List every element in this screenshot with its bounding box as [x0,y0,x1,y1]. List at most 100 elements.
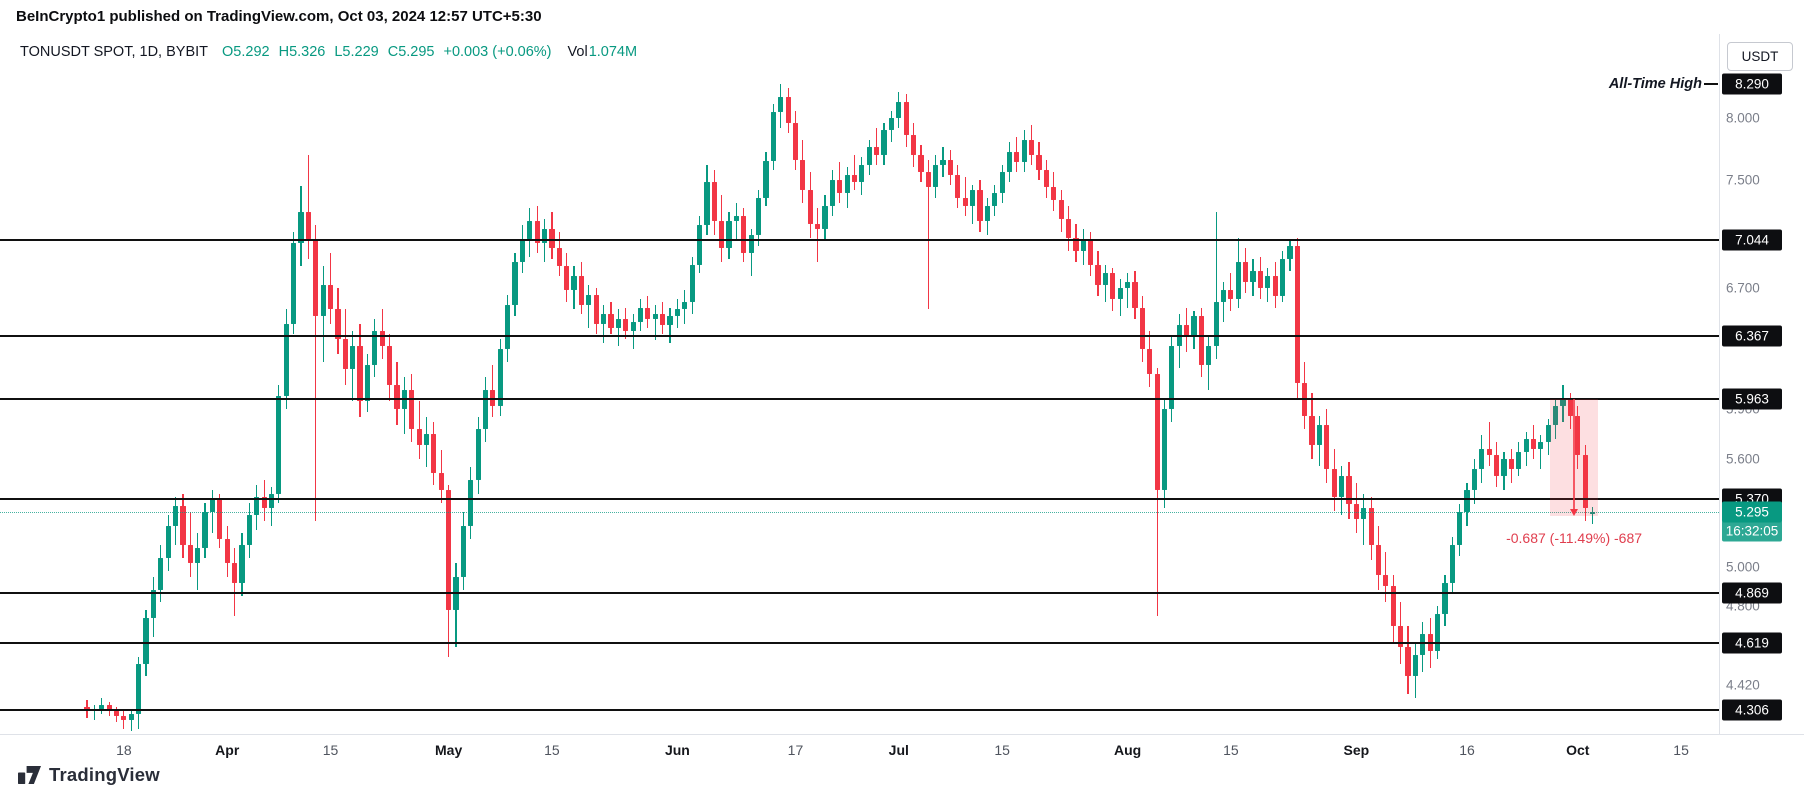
candle-body [1102,273,1109,285]
candle-body [947,159,954,175]
candle-body [150,590,156,619]
symbol-title[interactable]: TONUSDT SPOT, 1D, BYBIT [20,44,209,60]
price-level-badge: 4.869 [1722,582,1782,604]
volume-label: Vol [567,44,588,60]
candle-body [438,472,444,491]
price-level-badge: 4.306 [1722,699,1782,721]
candle-body [1530,438,1537,449]
candle-body [719,221,725,249]
candle-body [1117,287,1123,299]
candle-body [682,301,688,310]
candle-body [261,497,267,508]
candle-body [1412,655,1418,677]
candle-body [342,338,348,370]
candle-body [239,544,245,583]
candle-body [534,221,540,243]
candle-body [822,205,828,230]
candle-body [660,313,666,326]
candle-body [313,238,319,317]
candle-wick [1215,212,1217,359]
candle-body [541,229,548,243]
candle-wick [750,229,752,277]
candle-body [172,506,179,527]
price-level-badge: 4.619 [1722,632,1782,654]
candle-body [1553,405,1559,426]
tradingview-logo-link[interactable]: TradingView [18,764,160,786]
candle-body [815,224,821,230]
candle-body [1265,276,1271,288]
price-axis-tick-label: 6.700 [1726,280,1760,296]
candle-body [1405,646,1411,677]
candle-body [497,349,503,406]
ohlc-open: O5.292 [222,44,270,60]
support-resistance-line[interactable] [0,335,1719,338]
support-resistance-line[interactable] [0,708,1719,711]
change-value: +0.003 (+0.06%) [443,44,552,60]
candle-body [106,704,112,712]
candle-body [637,307,644,323]
candle-body [1560,399,1566,406]
candle-body [113,711,120,716]
candle-body [645,307,651,320]
time-axis-tick-label: Sep [1343,742,1370,758]
candle-body [1065,218,1072,238]
candle-body [512,262,518,305]
candle-wick [964,177,966,217]
candle-body [1154,374,1160,491]
candle-body [1029,139,1035,155]
candle-body [1523,438,1529,453]
quote-currency-toggle[interactable]: USDT [1727,42,1793,71]
support-resistance-line[interactable] [0,397,1719,400]
candle-body [350,346,356,370]
support-resistance-line[interactable] [0,238,1719,241]
candle-body [667,316,673,326]
support-resistance-line[interactable] [0,641,1719,644]
all-time-high-badge: 8.290 [1722,73,1782,95]
measure-arrow-line [1573,398,1575,510]
candle-body [1021,139,1027,163]
candle-wick [927,159,929,310]
candle-body [1006,152,1013,173]
candle-body [578,276,585,305]
time-axis-tick-label: Aug [1113,742,1142,758]
candle-wick [189,511,191,577]
candle-body [136,663,142,714]
candle-wick [1126,273,1129,308]
candle-body [1493,455,1500,477]
candle-body [844,174,850,193]
candle-body [364,364,371,401]
candle-body [1036,154,1042,170]
candle-body [1198,316,1204,365]
candle-body [674,309,680,317]
candle-body [1043,169,1049,188]
candle-body [1479,448,1485,470]
candle-body [925,172,931,188]
candle-body [394,385,400,410]
candle-body [224,538,230,564]
candle-body [1051,187,1057,201]
candle-body [1272,276,1278,297]
candle-wick [817,208,819,263]
support-resistance-line[interactable] [0,497,1719,500]
candle-body [918,154,924,173]
candle-body [335,309,341,339]
time-axis-tick-label: 18 [116,742,132,758]
candle-body [519,238,525,263]
candle-body [246,515,252,545]
candle-body [320,284,326,317]
candle-body [490,389,496,406]
current-price-line [0,512,1719,514]
current-price-badge: 5.295 [1722,501,1782,523]
candle-body [792,122,799,160]
candle-body [933,164,939,188]
candle-body [1331,469,1337,498]
candle-body [1279,259,1286,297]
candle-body [276,396,282,494]
candle-body [1088,240,1094,265]
candle-body [195,548,201,564]
support-resistance-line[interactable] [0,591,1719,594]
candle-body [1346,476,1352,505]
candle-body [623,319,629,332]
candle-wick [588,284,590,329]
